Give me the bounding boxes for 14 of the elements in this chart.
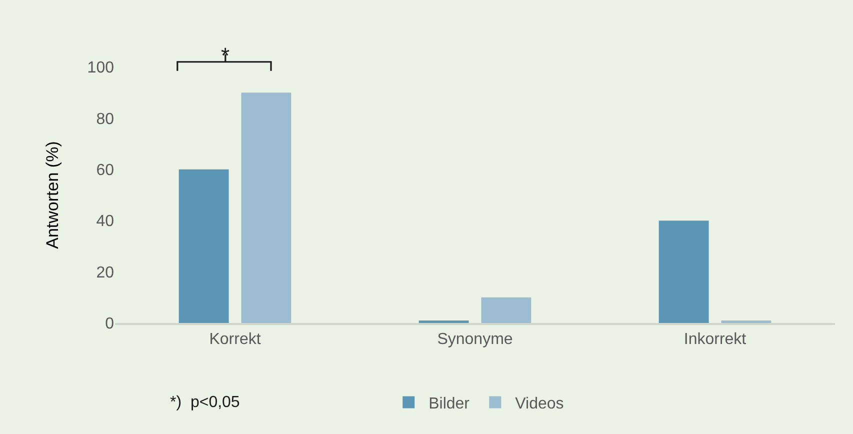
x-tick-label: Korrekt bbox=[209, 331, 262, 348]
y-tick-label: 0 bbox=[105, 316, 114, 333]
x-tick-label: Synonyme bbox=[437, 331, 513, 348]
text: *) p<0,05 bbox=[170, 394, 240, 411]
y-tick-label: 60 bbox=[96, 162, 114, 179]
y-tick-label: 80 bbox=[96, 110, 114, 128]
text: * bbox=[221, 43, 230, 68]
y-tick-label: 40 bbox=[96, 213, 114, 230]
y-tick-label: 20 bbox=[96, 264, 114, 282]
y-axis-title: Antworten (%) bbox=[42, 141, 62, 249]
x-tick-label: Inkorrekt bbox=[684, 331, 747, 348]
legend-label: Videos bbox=[515, 396, 564, 412]
legend-label: Bilder bbox=[428, 396, 470, 412]
y-tick-label: 100 bbox=[87, 60, 114, 77]
